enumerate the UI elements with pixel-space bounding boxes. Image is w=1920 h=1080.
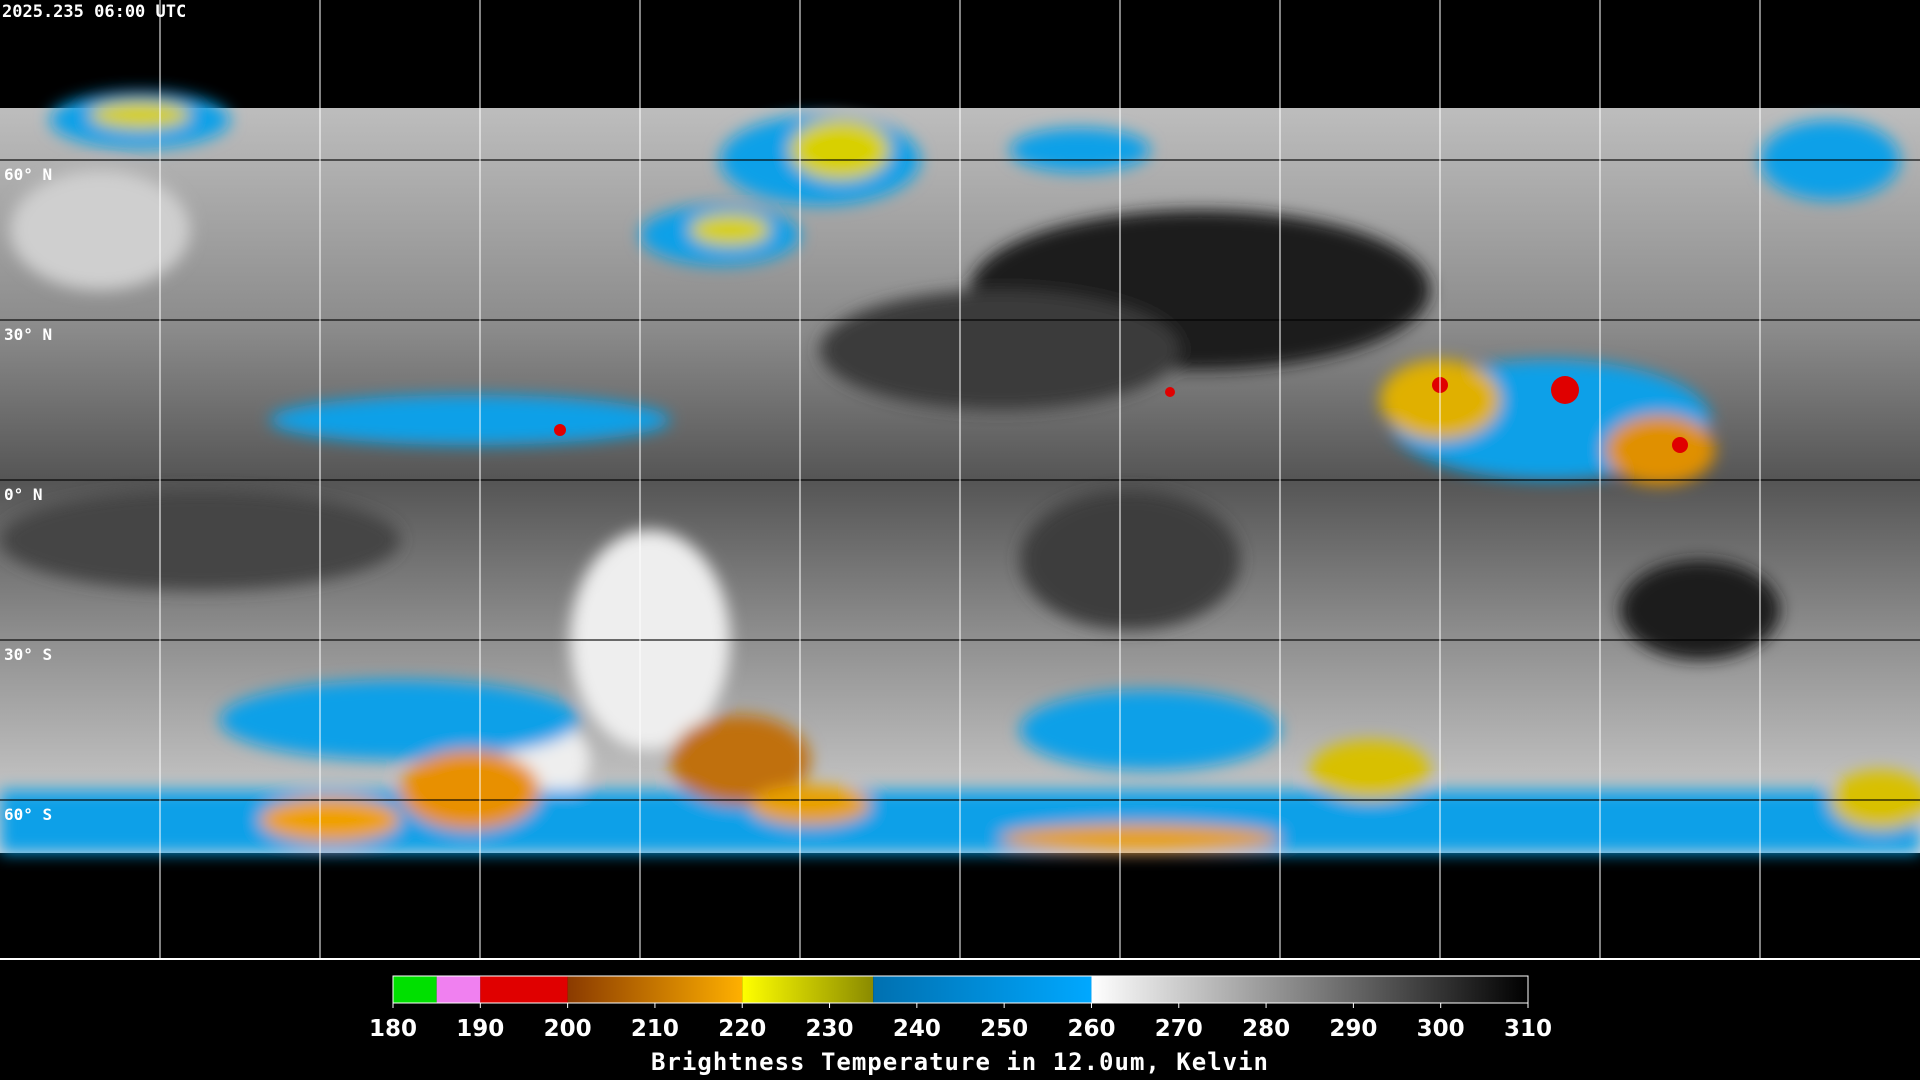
colorbar-tick-label: 280 bbox=[1242, 1016, 1290, 1042]
latitude-label: 0° N bbox=[4, 485, 43, 504]
colorbar-segment bbox=[1091, 976, 1528, 1003]
colorbar-tick-label: 300 bbox=[1417, 1016, 1465, 1042]
timestamp: 2025.235 06:00 UTC bbox=[2, 2, 186, 22]
map-border bbox=[0, 958, 1920, 960]
colorbar: 180 190 200 210 220 230 240 250 260 270 280 290 300 3… bbox=[369, 975, 1552, 1042]
latitude-label: 30° N bbox=[4, 325, 52, 344]
colorbar-segment bbox=[567, 976, 743, 1003]
colorbar-tick-label: 310 bbox=[1504, 1016, 1552, 1042]
colorbar-tick-label: 260 bbox=[1067, 1016, 1115, 1042]
colorbar-segment bbox=[393, 976, 437, 1003]
colorbar-tick-label: 230 bbox=[806, 1016, 854, 1042]
latitude-label: 30° S bbox=[4, 645, 52, 664]
colorbar-frame bbox=[392, 975, 1529, 1004]
colorbar-title: Brightness Temperature in 12.0um, Kelvin bbox=[651, 1048, 1269, 1076]
colorbar-segment bbox=[436, 976, 481, 1003]
colorbar-tick-label: 290 bbox=[1329, 1016, 1377, 1042]
latitude-label: 60° N bbox=[4, 165, 52, 184]
colorbar-segment bbox=[873, 976, 1092, 1003]
colorbar-tick-label: 270 bbox=[1155, 1016, 1203, 1042]
colorbar-tick-label: 190 bbox=[456, 1016, 504, 1042]
colorbar-tick-label: 240 bbox=[893, 1016, 941, 1042]
latitude-label: 60° S bbox=[4, 805, 52, 824]
colorbar-tick-label: 250 bbox=[980, 1016, 1028, 1042]
colorbar-tick-label: 210 bbox=[631, 1016, 679, 1042]
colorbar-tick-label: 220 bbox=[718, 1016, 766, 1042]
latitude-labels: 60° N 30° N 0° N 30° S 60° S bbox=[4, 165, 52, 824]
meridians bbox=[159, 0, 1761, 958]
colorbar-tick-label: 180 bbox=[369, 1016, 417, 1042]
colorbar-segment bbox=[480, 976, 568, 1003]
colorbar-tick-label: 200 bbox=[544, 1016, 592, 1042]
colorbar-segment bbox=[742, 976, 874, 1003]
